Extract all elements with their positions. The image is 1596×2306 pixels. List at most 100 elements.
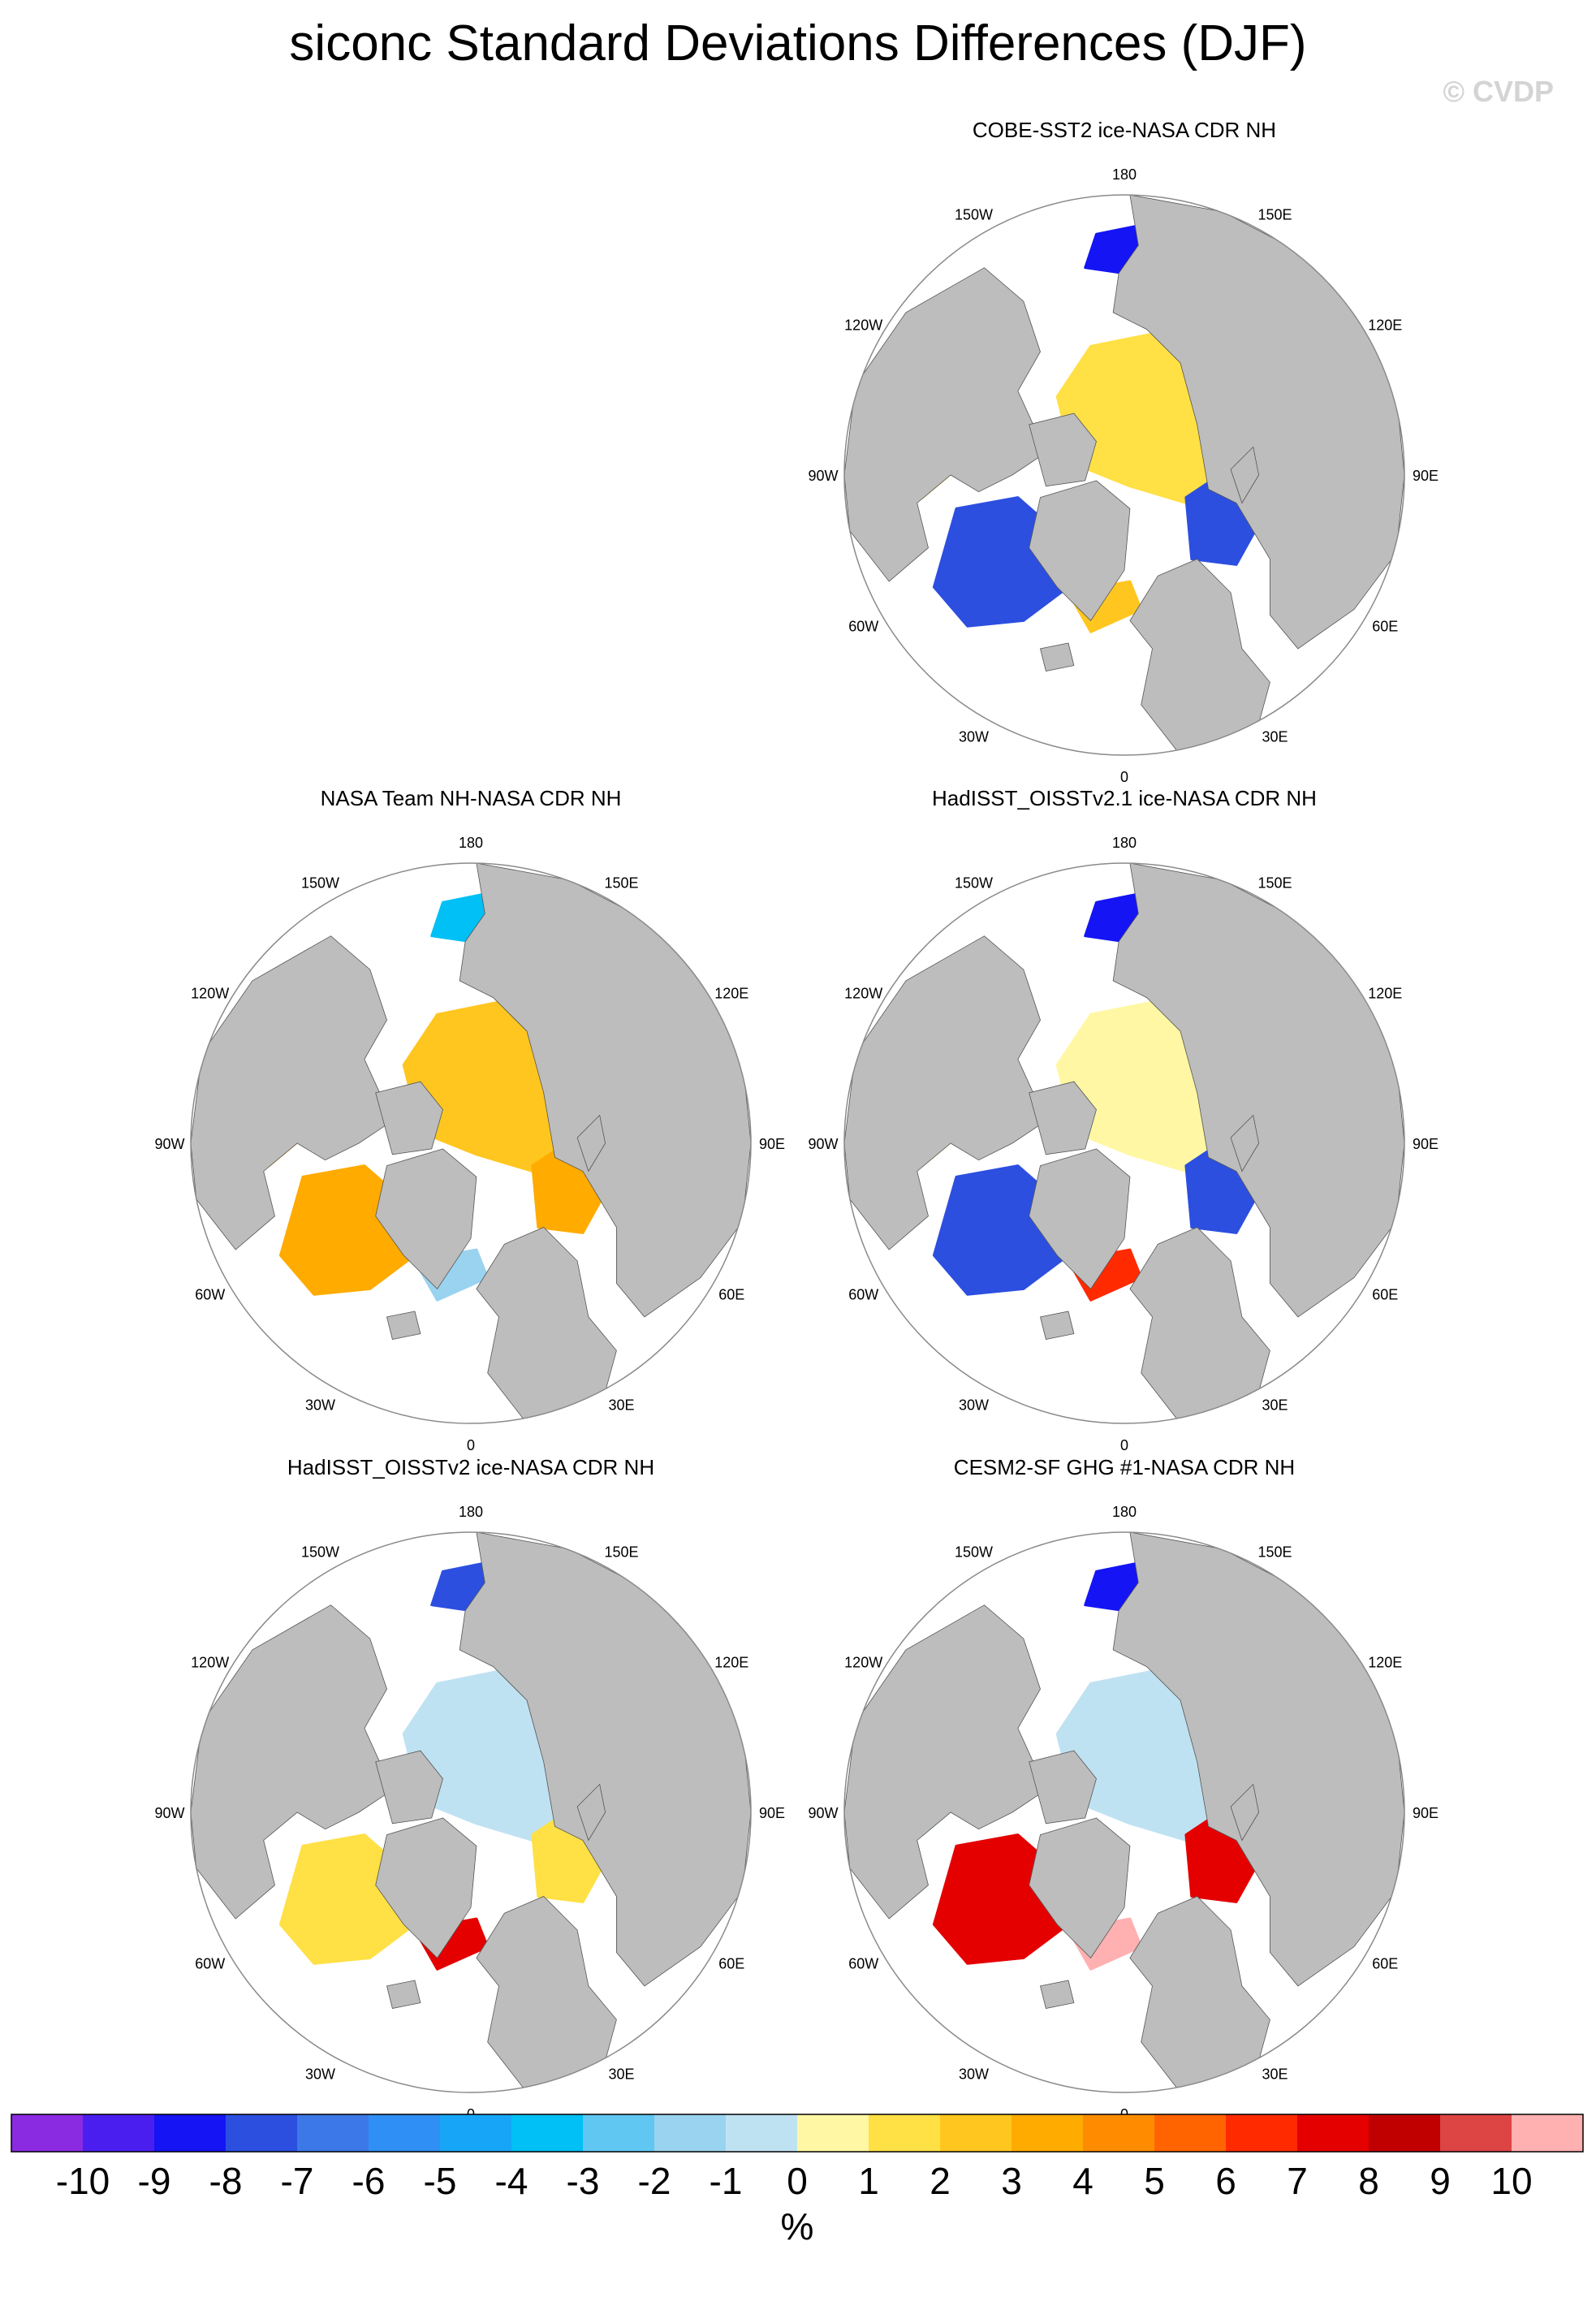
land-mass — [191, 935, 393, 1250]
longitude-label: 120E — [714, 986, 748, 1002]
colorbar-tick-label: -1 — [710, 2160, 743, 2202]
colorbar-swatch — [226, 2114, 298, 2152]
colorbar-tick-label: 6 — [1215, 2160, 1236, 2202]
colorbar-swatch — [1440, 2114, 1512, 2152]
colorbar-tick-label: 2 — [930, 2160, 951, 2202]
panel-title: COBE-SST2 ice-NASA CDR NH — [972, 118, 1277, 142]
longitude-label: 0 — [467, 2106, 475, 2121]
colorbar-tick-label: 0 — [787, 2160, 808, 2202]
longitude-label: 60W — [848, 1287, 878, 1303]
colorbar-tick-label: 4 — [1072, 2160, 1093, 2202]
longitude-label: 60E — [718, 1287, 744, 1303]
colorbar-frame — [11, 2114, 1584, 2153]
colorbar-swatch — [1154, 2114, 1227, 2152]
land-mass — [375, 1817, 477, 1959]
longitude-label: 30W — [305, 1397, 335, 1413]
longitude-label: 30W — [959, 1397, 989, 1413]
longitude-label: 150W — [955, 1544, 993, 1561]
longitude-label: 150W — [301, 1544, 339, 1561]
longitude-label: 0 — [1120, 2106, 1128, 2121]
longitude-label: 60W — [195, 1956, 225, 1972]
longitude-label: 90E — [759, 1136, 785, 1152]
longitude-label: 90E — [1413, 468, 1439, 484]
longitude-label: 60W — [848, 1956, 878, 1972]
panel-title: HadISST_OISSTv2 ice-NASA CDR NH — [287, 1455, 655, 1479]
longitude-label: 120W — [844, 986, 882, 1002]
longitude-label: 30E — [1262, 1397, 1288, 1413]
land-mass — [844, 267, 1046, 582]
longitude-label: 30E — [1262, 728, 1288, 745]
map-panel-hadisst-oisstv2: HadISST_OISSTv2 ice-NASA CDR NH 180 150E 1… — [146, 1455, 796, 2121]
colorbar-swatch — [297, 2114, 369, 2152]
colorbar-swatch — [726, 2114, 798, 2152]
colorbar-swatch — [1512, 2114, 1584, 2152]
colorbar-unit-label: % — [781, 2205, 814, 2248]
longitude-label: 150W — [955, 207, 993, 223]
longitude-label: 150E — [1257, 875, 1292, 892]
colorbar-swatch — [83, 2114, 155, 2152]
colorbar-swatch — [11, 2114, 84, 2152]
land-mass — [576, 1114, 606, 1172]
colorbar-swatch — [369, 2114, 441, 2152]
colorbar: -10 -9 -8 -7 -6 -5 -4 -3 -2 -1 0 1 2 3 4 5 6 7 8 9 10% — [11, 2114, 1584, 2248]
colorbar-swatch — [154, 2114, 226, 2152]
longitude-label: 120W — [844, 317, 882, 334]
panel-title: NASA Team NH-NASA CDR NH — [320, 786, 622, 810]
map-boundary — [843, 194, 1405, 756]
colorbar-tick-label: 10 — [1490, 2160, 1532, 2202]
figure-title: siconc Standard Deviations Differences (… — [289, 15, 1307, 71]
colorbar-tick-label: 5 — [1144, 2160, 1165, 2202]
map-panel-cobe-sst2: COBE-SST2 ice-NASA CDR NH 180 150E 120E 90E… — [800, 118, 1449, 784]
map-panel-hadisst-oisstv21: HadISST_OISSTv2.1 ice-NASA CDR NH 180 150… — [800, 786, 1449, 1452]
colorbar-swatch — [583, 2114, 655, 2152]
colorbar-swatch — [940, 2114, 1012, 2152]
land-mass — [844, 935, 1046, 1250]
longitude-label: 90W — [808, 468, 838, 484]
map-boundary — [843, 1531, 1405, 2093]
colorbar-swatch — [869, 2114, 941, 2152]
longitude-label: 120E — [1368, 986, 1402, 1002]
land-mass — [1040, 1311, 1075, 1340]
colorbar-tick-label: -3 — [567, 2160, 600, 2202]
colorbar-tick-label: -4 — [495, 2160, 528, 2202]
longitude-label: 150E — [1257, 1544, 1292, 1561]
colorbar-tick-label: -10 — [56, 2160, 110, 2202]
land-mass — [844, 1604, 1046, 1920]
longitude-label: 60W — [848, 619, 878, 635]
land-mass — [375, 1750, 443, 1825]
colorbar-swatch — [1297, 2114, 1370, 2152]
land-mass — [386, 1311, 421, 1340]
colorbar-swatch — [654, 2114, 727, 2152]
longitude-label: 90W — [154, 1805, 184, 1821]
panel-title: CESM2-SF GHG #1-NASA CDR NH — [953, 1455, 1296, 1479]
colorbar-swatch — [511, 2114, 584, 2152]
longitude-label: 120W — [191, 986, 229, 1002]
colorbar-tick-label: -8 — [209, 2160, 243, 2202]
longitude-label: 120E — [714, 1655, 748, 1671]
longitude-label: 180 — [459, 835, 483, 851]
land-mass — [1040, 1980, 1075, 2009]
longitude-label: 150E — [1257, 207, 1292, 223]
polar-map: 180 150E 120E 90E 60E 30E 0 30W 60W 90W 120W 150W — [154, 1504, 785, 2121]
land-mass — [375, 1148, 477, 1290]
land-mass — [1029, 1081, 1097, 1155]
land-mass — [1040, 642, 1075, 672]
land-mass — [375, 1081, 443, 1155]
land-mass — [1029, 1148, 1131, 1290]
longitude-label: 150E — [604, 875, 638, 892]
longitude-label: 30E — [608, 1397, 634, 1413]
longitude-label: 120E — [1368, 1655, 1402, 1671]
colorbar-tick-label: -6 — [352, 2160, 386, 2202]
land-mass — [1230, 1114, 1260, 1172]
longitude-label: 150E — [604, 1544, 638, 1561]
longitude-label: 120W — [191, 1655, 229, 1671]
colorbar-swatch — [440, 2114, 512, 2152]
longitude-label: 30E — [1262, 2066, 1288, 2082]
longitude-label: 180 — [1112, 1504, 1137, 1520]
longitude-label: 30W — [959, 2066, 989, 2082]
map-panel-cesm2-sf-ghg: CESM2-SF GHG #1-NASA CDR NH 180 150E 120E 9… — [800, 1455, 1449, 2121]
colorbar-tick-label: 8 — [1358, 2160, 1379, 2202]
cvdp-watermark: © CVDP — [1443, 75, 1554, 108]
map-panel-nasa-team: NASA Team NH-NASA CDR NH 180 150E 120E 90E 6… — [146, 786, 796, 1452]
colorbar-swatch — [1083, 2114, 1155, 2152]
